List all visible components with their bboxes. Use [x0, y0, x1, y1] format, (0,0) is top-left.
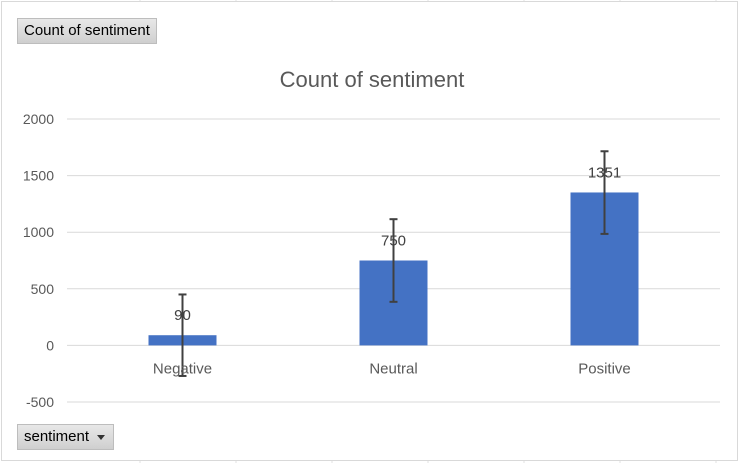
error-bars — [178, 150, 609, 377]
data-label: 1351 — [588, 164, 621, 181]
x-axis-category-labels: Negative Neutral Positive — [153, 360, 631, 377]
y-tick-label: 2000 — [23, 111, 54, 127]
data-label: 750 — [381, 233, 406, 250]
chevron-down-icon[interactable] — [97, 435, 106, 440]
data-label: 90 — [174, 307, 191, 324]
x-category-label: Neutral — [369, 360, 417, 377]
x-category-label: Positive — [578, 360, 631, 377]
y-tick-label: 1000 — [23, 224, 54, 240]
y-tick-label: 1500 — [23, 168, 54, 184]
x-category-label: Negative — [153, 360, 212, 377]
error-bar-positive — [600, 150, 609, 235]
error-bar-neutral — [389, 218, 398, 303]
y-tick-label: 0 — [46, 337, 54, 353]
axis-field-label: sentiment — [24, 428, 90, 445]
axis-field-button[interactable]: sentiment — [17, 424, 115, 450]
chart-title: Count of sentiment — [280, 67, 465, 92]
data-labels: 90 750 1351 — [174, 164, 621, 324]
y-tick-label: -500 — [26, 394, 54, 410]
value-field-button[interactable]: Count of sentiment — [17, 18, 157, 44]
error-bar-negative — [178, 293, 187, 377]
y-axis-tick-labels: -500 0 500 1000 1500 2000 — [23, 111, 54, 410]
y-tick-label: 500 — [31, 281, 55, 297]
